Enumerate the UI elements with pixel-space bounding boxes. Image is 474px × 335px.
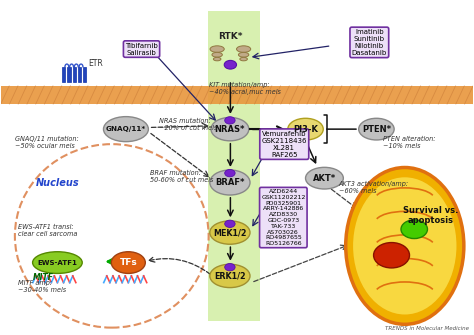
Text: GNAQ/11*: GNAQ/11* [106,126,146,132]
Text: EWS-ATF1 transl:
clear cell sarcoma: EWS-ATF1 transl: clear cell sarcoma [18,224,78,237]
Text: RTK*: RTK* [218,32,243,42]
Text: MITF: MITF [33,273,54,282]
Circle shape [225,170,235,177]
Bar [78,67,81,82]
Text: Tibifarnib
Salirasib: Tibifarnib Salirasib [125,43,158,56]
Text: PI3-K: PI3-K [293,125,318,134]
Text: AKT3 activation/amp:
~60% mels: AKT3 activation/amp: ~60% mels [338,181,409,194]
Text: NRAS mutation:
~20% of cut mels: NRAS mutation: ~20% of cut mels [159,118,217,131]
Ellipse shape [210,46,224,52]
Circle shape [374,243,410,268]
Circle shape [225,264,235,271]
Text: BRAF mutation:
50-60% of cut mels: BRAF mutation: 50-60% of cut mels [150,170,213,183]
Ellipse shape [210,170,250,195]
Ellipse shape [238,52,249,57]
Ellipse shape [211,118,249,141]
Ellipse shape [346,168,464,324]
Text: Survival vs.: Survival vs. [403,206,458,214]
Text: EWS-ATF1: EWS-ATF1 [37,260,77,266]
Text: MITF amp:
~30-40% mels: MITF amp: ~30-40% mels [18,280,66,293]
Ellipse shape [288,118,323,140]
Text: PTEN*: PTEN* [362,125,391,134]
Bar [62,67,65,82]
Circle shape [225,220,235,227]
Ellipse shape [213,57,221,61]
Text: Vemurafenib
GSK2118436
XL281
RAF265: Vemurafenib GSK2118436 XL281 RAF265 [262,131,307,158]
Ellipse shape [353,177,456,315]
Text: TRENDS in Molecular Medicine: TRENDS in Molecular Medicine [384,326,469,331]
Text: BRAF*: BRAF* [215,178,245,187]
Text: NRAS*: NRAS* [215,125,245,134]
Text: Imatinib
Sunitinib
Nilotinib
Dasatanib: Imatinib Sunitinib Nilotinib Dasatanib [352,29,387,56]
Ellipse shape [240,57,247,61]
Ellipse shape [359,118,394,140]
Circle shape [401,220,428,239]
Text: AZD6244
GSK11202212
PD0325901
ARRY-142886
AZD8330
GDC-0973
TAK-733
AS703026
RO49: AZD6244 GSK11202212 PD0325901 ARRY-14288… [261,189,306,246]
Ellipse shape [210,221,250,244]
Text: PTEN alteration:
~10% mels: PTEN alteration: ~10% mels [383,136,435,149]
Ellipse shape [33,252,82,273]
Text: ERK1/2: ERK1/2 [214,271,246,280]
Ellipse shape [210,264,250,288]
FancyBboxPatch shape [208,11,260,321]
Text: MEK1/2: MEK1/2 [213,228,246,237]
FancyBboxPatch shape [0,86,474,104]
Bar [83,67,86,82]
Text: GNAQ/11 mutation:
~50% ocular mels: GNAQ/11 mutation: ~50% ocular mels [15,136,79,149]
Text: Nucleus: Nucleus [36,178,80,188]
Ellipse shape [306,168,343,189]
Ellipse shape [103,117,148,142]
Ellipse shape [237,46,251,52]
Text: TFs: TFs [119,258,137,267]
Circle shape [225,117,235,124]
Circle shape [224,60,237,69]
Text: KIT mutation/amp:
~40% acral,muc mels: KIT mutation/amp: ~40% acral,muc mels [209,82,281,95]
Text: ETR: ETR [88,59,103,68]
Bar [67,67,71,82]
Bar [73,67,76,82]
Ellipse shape [212,52,222,57]
Ellipse shape [111,252,146,273]
Text: AKT*: AKT* [313,174,336,183]
Text: apoptosis: apoptosis [408,215,454,224]
